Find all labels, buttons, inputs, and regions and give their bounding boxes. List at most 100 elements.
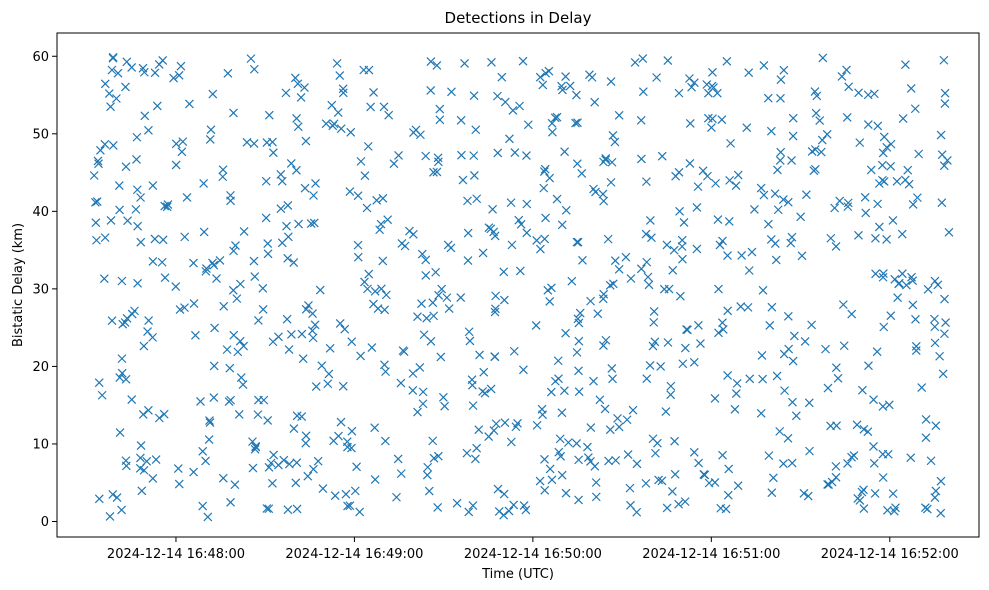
data-point-marker — [878, 269, 888, 278]
data-point-marker — [215, 256, 225, 265]
data-point-marker — [468, 401, 478, 411]
data-point-marker — [114, 181, 124, 190]
data-point-marker — [608, 279, 618, 289]
data-point-marker — [458, 175, 468, 185]
data-point-marker — [626, 274, 636, 283]
data-point-marker — [703, 113, 713, 123]
data-point-marker — [140, 111, 150, 121]
data-point-marker — [550, 113, 560, 123]
data-point-marker — [338, 381, 348, 391]
data-point-marker — [906, 453, 916, 463]
data-point-marker — [335, 71, 345, 80]
data-point-marker — [235, 279, 245, 289]
data-point-marker — [355, 507, 365, 517]
data-point-marker — [504, 506, 514, 516]
data-point-marker — [433, 451, 443, 461]
data-point-marker — [535, 244, 545, 254]
data-point-marker — [642, 257, 652, 267]
data-point-marker — [499, 489, 509, 499]
data-point-marker — [160, 273, 170, 283]
data-point-marker — [423, 462, 433, 472]
data-point-marker — [148, 473, 158, 483]
data-point-marker — [515, 266, 525, 276]
data-point-marker — [877, 160, 887, 170]
data-point-marker — [121, 82, 130, 92]
data-point-marker — [849, 451, 859, 460]
data-point-marker — [897, 229, 907, 239]
data-point-marker — [90, 197, 100, 207]
data-point-marker — [641, 229, 651, 239]
data-point-marker — [505, 134, 514, 144]
data-point-marker — [780, 386, 790, 396]
data-point-marker — [937, 198, 947, 208]
data-point-marker — [301, 438, 311, 448]
data-point-marker — [262, 504, 272, 513]
data-point-marker — [307, 326, 317, 336]
data-point-marker — [888, 216, 898, 225]
data-point-marker — [614, 264, 624, 274]
data-point-marker — [469, 171, 479, 180]
data-point-marker — [422, 313, 432, 323]
data-point-marker — [574, 387, 584, 397]
data-point-marker — [572, 347, 582, 357]
data-point-marker — [132, 185, 142, 195]
data-point-marker — [369, 88, 379, 97]
data-point-marker — [636, 115, 646, 125]
y-tick-label: 10 — [32, 437, 49, 452]
data-point-marker — [664, 284, 674, 294]
data-point-marker — [758, 374, 768, 384]
data-point-marker — [855, 138, 865, 148]
data-point-marker — [940, 88, 950, 98]
data-point-marker — [329, 119, 339, 129]
data-point-marker — [742, 123, 752, 133]
data-point-marker — [113, 68, 123, 78]
data-point-marker — [886, 161, 896, 171]
data-point-marker — [508, 105, 518, 115]
data-point-marker — [515, 101, 524, 111]
data-point-marker — [323, 379, 333, 389]
data-point-marker — [692, 244, 702, 254]
data-point-marker — [747, 247, 757, 257]
data-point-marker — [393, 454, 403, 464]
data-point-marker — [350, 486, 360, 496]
data-point-marker — [229, 108, 238, 118]
data-point-marker — [622, 415, 632, 425]
y-tick-label: 30 — [32, 282, 49, 297]
data-point-marker — [218, 172, 228, 182]
data-point-marker — [210, 323, 220, 333]
data-point-marker — [506, 198, 516, 208]
data-point-marker — [249, 139, 259, 148]
data-point-marker — [788, 356, 798, 366]
data-point-marker — [818, 53, 828, 63]
data-point-marker — [269, 450, 279, 460]
data-point-marker — [561, 328, 571, 338]
data-point-marker — [484, 432, 494, 441]
data-point-marker — [276, 170, 286, 179]
data-point-marker — [367, 343, 377, 352]
data-point-marker — [144, 125, 153, 135]
data-point-marker — [475, 350, 484, 360]
data-point-marker — [431, 267, 441, 277]
data-point-marker — [787, 155, 796, 165]
data-point-marker — [219, 301, 229, 311]
data-point-marker — [815, 116, 825, 126]
plot-area — [56, 32, 980, 538]
data-point-marker — [206, 125, 216, 135]
data-point-marker — [872, 347, 882, 357]
data-point-marker — [325, 343, 335, 353]
data-point-marker — [903, 165, 913, 175]
data-point-marker — [649, 307, 659, 316]
data-point-marker — [209, 361, 219, 371]
data-point-marker — [776, 75, 786, 85]
data-point-marker — [745, 374, 755, 384]
data-point-marker — [500, 418, 510, 428]
data-point-marker — [282, 314, 292, 324]
data-point-marker — [396, 378, 406, 388]
data-point-marker — [725, 175, 735, 185]
data-point-marker — [607, 157, 617, 167]
data-point-marker — [532, 235, 542, 245]
data-point-marker — [703, 88, 713, 98]
data-point-marker — [843, 202, 853, 212]
data-point-marker — [127, 395, 137, 404]
data-point-marker — [378, 193, 388, 203]
